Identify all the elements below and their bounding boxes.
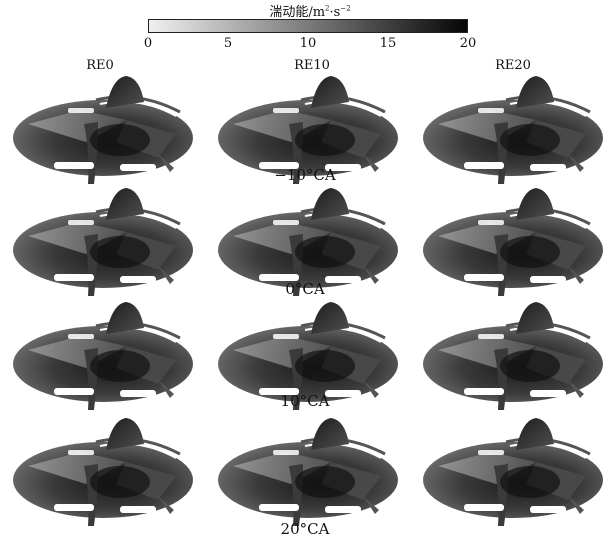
plot-re0-10ca bbox=[8, 298, 198, 410]
colorbar-tick: 20 bbox=[459, 36, 477, 51]
column-label-re0: RE0 bbox=[86, 58, 114, 73]
column-label-re10: RE10 bbox=[294, 58, 330, 73]
plot-re20-0ca bbox=[418, 184, 608, 296]
plot-re0-neg10ca bbox=[8, 72, 198, 184]
row-label-0ca: 0°CA bbox=[285, 280, 325, 298]
row-label-neg10ca: −10°CA bbox=[274, 166, 336, 184]
plot-re0-20ca bbox=[8, 414, 198, 526]
plot-re20-neg10ca bbox=[418, 72, 608, 184]
column-label-re20: RE20 bbox=[495, 58, 531, 73]
plot-re20-10ca bbox=[418, 298, 608, 410]
colorbar-tick: 5 bbox=[223, 36, 233, 51]
row-label-20ca: 20°CA bbox=[280, 520, 330, 538]
row-label-10ca: 10°CA bbox=[280, 392, 330, 410]
plot-re10-20ca bbox=[213, 414, 403, 526]
colorbar-tick: 10 bbox=[299, 36, 317, 51]
plot-re20-20ca bbox=[418, 414, 608, 526]
colorbar-title: 湍动能/m2·s−2 bbox=[269, 4, 351, 20]
colorbar bbox=[148, 19, 468, 33]
colorbar-tick: 0 bbox=[143, 36, 153, 51]
plot-re0-0ca bbox=[8, 184, 198, 296]
colorbar-tick: 15 bbox=[379, 36, 397, 51]
